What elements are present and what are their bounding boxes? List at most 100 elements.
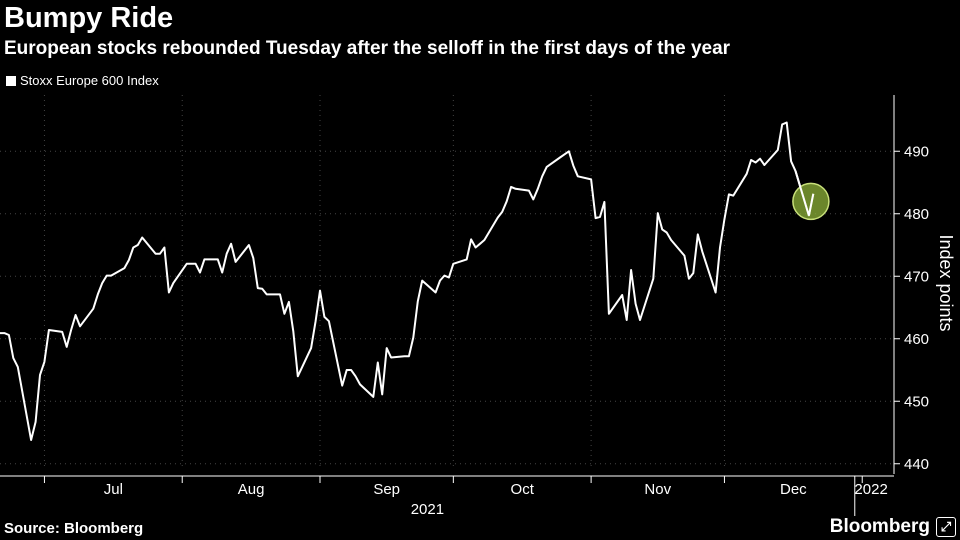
data-point — [688, 278, 690, 280]
y-axis-title: Index points — [936, 234, 956, 331]
x-tick-label: Aug — [238, 481, 265, 498]
data-point — [719, 246, 721, 248]
highlight — [792, 170, 830, 221]
y-tick-label: 460 — [904, 331, 929, 348]
data-point — [261, 288, 263, 290]
data-point — [692, 272, 694, 274]
data-point — [559, 156, 561, 158]
data-point — [132, 246, 134, 248]
data-point — [105, 274, 107, 276]
data-point — [30, 439, 32, 441]
data-point — [701, 250, 703, 252]
legend-swatch — [6, 75, 16, 86]
data-point — [328, 320, 330, 322]
data-point — [194, 263, 196, 265]
y-tick-label: 470 — [904, 268, 929, 285]
data-point — [537, 188, 539, 190]
data-point — [608, 313, 610, 315]
data-point — [470, 238, 472, 240]
data-point — [448, 276, 450, 278]
data-point — [190, 263, 192, 265]
x-tick-label: 2022 — [854, 481, 887, 498]
data-point — [123, 267, 125, 269]
data-point — [141, 236, 143, 238]
legend: Stoxx Europe 600 Index — [6, 73, 159, 88]
data-point — [314, 320, 316, 322]
data-point — [39, 374, 41, 376]
data-point — [265, 293, 267, 295]
y-tick-label: 480 — [904, 206, 929, 223]
data-point — [505, 200, 507, 202]
data-point — [670, 239, 672, 241]
data-point — [159, 253, 161, 255]
data-point — [625, 319, 627, 321]
data-point — [168, 291, 170, 293]
data-point — [341, 384, 343, 386]
data-point — [479, 243, 481, 245]
data-point — [252, 257, 254, 259]
data-point — [568, 150, 570, 152]
data-point — [750, 159, 752, 161]
data-point — [577, 175, 579, 177]
data-point — [754, 161, 756, 163]
data-point — [763, 164, 765, 166]
data-point — [417, 300, 419, 302]
data-point — [599, 216, 601, 218]
source-note: Source: Bloomberg — [4, 520, 144, 537]
data-point — [590, 178, 592, 180]
data-point — [257, 287, 259, 289]
x-tick-label: Jul — [104, 481, 123, 498]
data-point — [541, 175, 543, 177]
axes — [0, 95, 900, 516]
data-point — [12, 357, 14, 359]
data-point — [279, 293, 281, 295]
year-label: 2021 — [411, 501, 444, 518]
data-point — [3, 332, 5, 334]
data-point — [323, 316, 325, 318]
data-point — [777, 149, 779, 151]
data-point — [234, 261, 236, 263]
brand-logo: Bloomberg ⤢ — [830, 516, 956, 538]
data-point — [439, 279, 441, 281]
data-point — [639, 319, 641, 321]
data-point — [732, 194, 734, 196]
y-tick-label: 450 — [904, 393, 929, 410]
data-point — [652, 278, 654, 280]
data-point — [381, 393, 383, 395]
data-point — [630, 269, 632, 271]
data-point — [385, 347, 387, 349]
data-point — [781, 123, 783, 125]
gridlines — [0, 95, 894, 470]
data-point — [403, 355, 405, 357]
data-point — [199, 271, 201, 273]
data-point — [70, 329, 72, 331]
data-point — [665, 231, 667, 233]
data-point — [474, 246, 476, 248]
data-point — [572, 164, 574, 166]
data-point — [657, 212, 659, 214]
data-point — [225, 253, 227, 255]
data-point — [61, 331, 63, 333]
data-point — [359, 383, 361, 385]
data-point — [421, 279, 423, 281]
data-point — [408, 355, 410, 357]
data-point — [203, 258, 205, 260]
data-point — [345, 369, 347, 371]
data-point — [785, 121, 787, 123]
data-point — [34, 421, 36, 423]
chart-subtitle: European stocks rebounded Tuesday after … — [4, 38, 731, 59]
data-point — [163, 246, 165, 248]
data-point — [728, 193, 730, 195]
data-point — [17, 366, 19, 368]
data-point — [714, 291, 716, 293]
data-point — [185, 263, 187, 265]
data-point — [510, 186, 512, 188]
data-point — [528, 189, 530, 191]
data-point — [443, 274, 445, 276]
data-point — [545, 166, 547, 168]
data-point — [634, 303, 636, 305]
data-point — [483, 239, 485, 241]
expand-icon[interactable]: ⤢ — [936, 517, 956, 537]
data-point — [248, 244, 250, 246]
